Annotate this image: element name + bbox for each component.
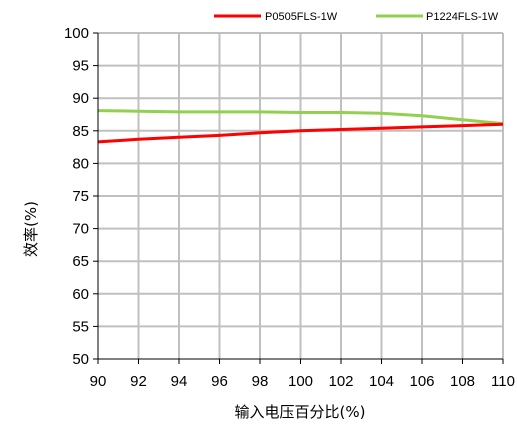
x-tick-label-90: 90 <box>90 373 107 390</box>
x-tick-label-92: 92 <box>130 373 147 390</box>
x-tick-label-100: 100 <box>288 373 313 390</box>
y-tick-label-80: 80 <box>72 155 89 172</box>
y-tick-label-85: 85 <box>72 123 89 140</box>
legend-label-P1224FLS-1W: P1224FLS-1W <box>426 11 499 23</box>
y-tick-label-55: 55 <box>72 318 89 335</box>
y-tick-label-90: 90 <box>72 90 89 107</box>
x-tick-label-104: 104 <box>369 373 394 390</box>
x-tick-label-94: 94 <box>171 373 188 390</box>
series-line-P1224FLS-1W <box>97 109 504 126</box>
y-tick-label-50: 50 <box>72 351 89 368</box>
x-tick-label-102: 102 <box>328 373 353 390</box>
series-line-P0505FLS-1W <box>97 122 504 144</box>
grid-layer <box>98 32 504 359</box>
y-tick-label-100: 100 <box>64 25 89 42</box>
x-tick-label-110: 110 <box>491 373 515 390</box>
y-tick-label-95: 95 <box>72 58 89 75</box>
legend: P0505FLS-1W P1224FLS-1W <box>214 11 499 23</box>
y-tick-label-65: 65 <box>72 253 89 270</box>
x-tick-label-108: 108 <box>450 373 475 390</box>
y-axis-title: 效率(%) <box>22 201 40 257</box>
y-tick-label-70: 70 <box>72 221 89 238</box>
x-tick-label-96: 96 <box>211 373 228 390</box>
legend-label-P0505FLS-1W: P0505FLS-1W <box>265 11 338 23</box>
axis-layer: 90 92 94 96 98 100 102 104 106 108 110 50 55 60 65 70 75… <box>64 25 515 390</box>
x-axis-title: 输入电压百分比(%) <box>235 403 366 421</box>
y-tick-label-60: 60 <box>72 286 89 303</box>
y-tick-label-75: 75 <box>72 188 89 205</box>
x-tick-label-106: 106 <box>409 373 434 390</box>
series-layer <box>97 109 504 144</box>
x-tick-label-98: 98 <box>252 373 269 390</box>
